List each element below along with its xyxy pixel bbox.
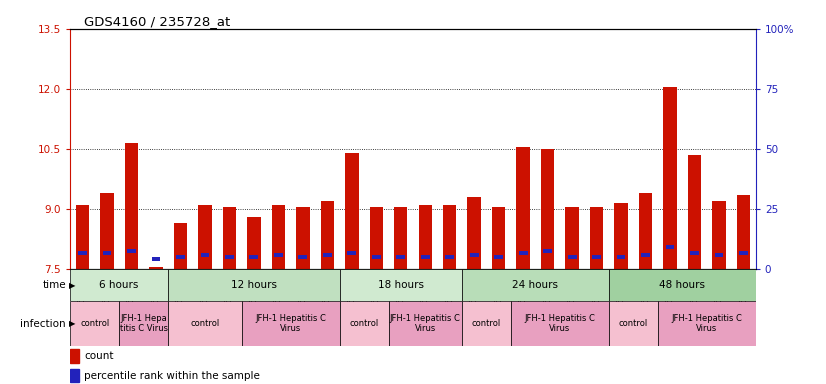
Text: 6 hours: 6 hours xyxy=(99,280,139,290)
Bar xyxy=(151,257,160,261)
Bar xyxy=(274,253,282,257)
Text: time: time xyxy=(42,280,66,290)
Bar xyxy=(663,87,676,269)
Bar xyxy=(76,205,89,269)
Bar xyxy=(247,217,260,269)
Bar xyxy=(712,201,726,269)
Text: 24 hours: 24 hours xyxy=(512,280,558,290)
Bar xyxy=(638,193,653,269)
Bar xyxy=(541,149,554,269)
Bar xyxy=(394,207,407,269)
Text: control: control xyxy=(190,319,220,328)
Bar xyxy=(421,255,430,259)
Bar xyxy=(592,255,601,259)
Bar xyxy=(70,269,169,301)
Text: control: control xyxy=(619,319,648,328)
Bar xyxy=(688,155,701,269)
Bar xyxy=(119,301,169,346)
Bar xyxy=(519,251,528,255)
Bar xyxy=(617,255,625,259)
Text: 48 hours: 48 hours xyxy=(659,280,705,290)
Bar xyxy=(169,301,242,346)
Bar xyxy=(173,223,188,269)
Text: JFH-1 Hepatitis C
Virus: JFH-1 Hepatitis C Virus xyxy=(390,314,461,333)
Bar xyxy=(272,205,285,269)
Bar xyxy=(443,205,457,269)
Text: infection: infection xyxy=(21,318,66,329)
Text: 12 hours: 12 hours xyxy=(230,280,277,290)
Bar xyxy=(566,207,579,269)
Text: control: control xyxy=(80,319,109,328)
Bar xyxy=(70,369,78,382)
Bar xyxy=(590,207,603,269)
Bar xyxy=(494,255,503,259)
Bar xyxy=(102,251,112,255)
Bar xyxy=(544,249,552,253)
Bar xyxy=(78,251,87,255)
Bar xyxy=(176,255,185,259)
Bar xyxy=(169,269,339,301)
Bar xyxy=(150,267,163,269)
Text: ▶: ▶ xyxy=(69,319,76,328)
Bar xyxy=(396,255,405,259)
Bar xyxy=(737,195,750,269)
Bar xyxy=(641,253,650,257)
Bar xyxy=(323,253,332,257)
Bar xyxy=(298,255,307,259)
Bar xyxy=(609,301,657,346)
Bar xyxy=(419,205,432,269)
Bar xyxy=(468,197,481,269)
Bar xyxy=(70,301,119,346)
Bar xyxy=(615,203,628,269)
Bar xyxy=(201,253,209,257)
Text: JFH-1 Hepa
titis C Virus: JFH-1 Hepa titis C Virus xyxy=(120,314,168,333)
Bar xyxy=(225,255,234,259)
Bar xyxy=(492,207,506,269)
Bar xyxy=(714,253,724,257)
Text: GDS4160 / 235728_at: GDS4160 / 235728_at xyxy=(84,15,230,28)
Bar xyxy=(345,153,358,269)
Bar xyxy=(296,207,310,269)
Text: count: count xyxy=(84,351,113,361)
Bar xyxy=(125,143,138,269)
Bar xyxy=(445,255,454,259)
Text: 18 hours: 18 hours xyxy=(377,280,424,290)
Bar xyxy=(609,269,756,301)
Text: control: control xyxy=(349,319,378,328)
Bar xyxy=(739,251,748,255)
Text: JFH-1 Hepatitis C
Virus: JFH-1 Hepatitis C Virus xyxy=(525,314,596,333)
Bar xyxy=(462,269,609,301)
Bar xyxy=(470,253,478,257)
Bar xyxy=(223,207,236,269)
Bar xyxy=(511,301,609,346)
Bar xyxy=(198,205,211,269)
Text: JFH-1 Hepatitis C
Virus: JFH-1 Hepatitis C Virus xyxy=(672,314,743,333)
Bar xyxy=(339,301,388,346)
Text: percentile rank within the sample: percentile rank within the sample xyxy=(84,371,260,381)
Bar xyxy=(369,207,383,269)
Bar xyxy=(567,255,577,259)
Bar xyxy=(70,349,78,363)
Bar xyxy=(241,301,339,346)
Bar xyxy=(462,301,511,346)
Bar xyxy=(100,193,114,269)
Bar xyxy=(339,269,462,301)
Bar xyxy=(372,255,381,259)
Bar xyxy=(127,249,135,253)
Text: control: control xyxy=(472,319,501,328)
Bar xyxy=(666,245,675,249)
Bar xyxy=(249,255,259,259)
Text: ▶: ▶ xyxy=(69,281,76,290)
Bar xyxy=(657,301,756,346)
Text: JFH-1 Hepatitis C
Virus: JFH-1 Hepatitis C Virus xyxy=(255,314,326,333)
Bar xyxy=(691,251,699,255)
Bar xyxy=(348,251,356,255)
Bar xyxy=(516,147,530,269)
Bar xyxy=(320,201,334,269)
Bar xyxy=(388,301,462,346)
